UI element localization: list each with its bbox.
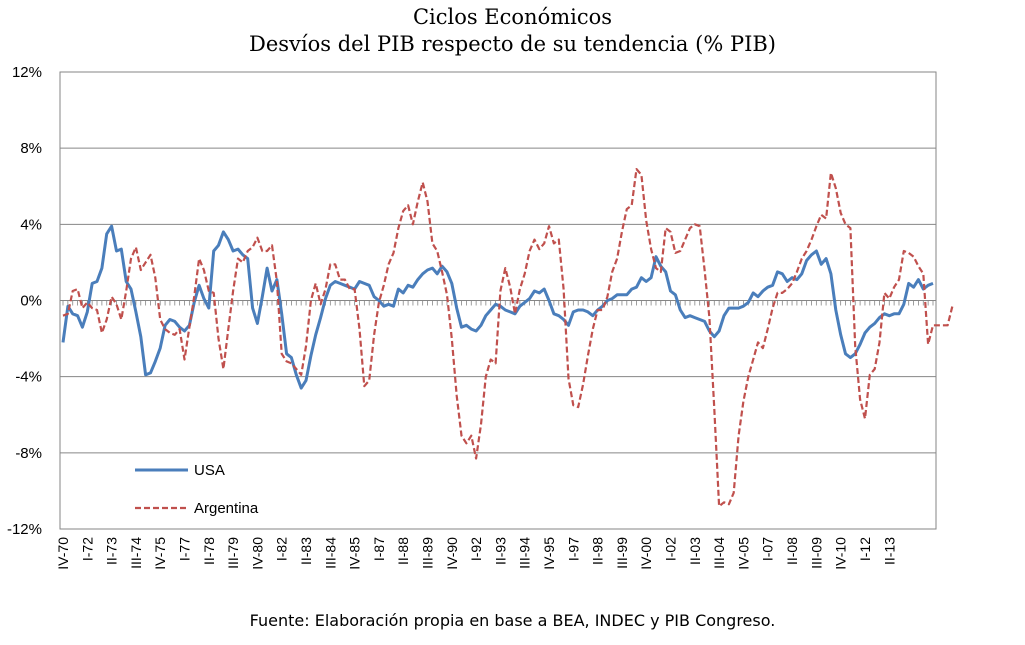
x-tick-label: II-03: [687, 537, 703, 565]
x-tick-label: III-04: [711, 537, 727, 569]
y-tick-label: 4%: [20, 216, 42, 233]
x-tick-label: II-08: [784, 537, 800, 565]
series-lines: [61, 168, 954, 508]
x-tick-label: IV-00: [638, 537, 654, 570]
x-tick-label: III-89: [420, 537, 436, 569]
legend-label: USA: [194, 462, 225, 479]
x-tick-label: IV-75: [152, 537, 168, 570]
x-tick-label: IV-05: [735, 537, 751, 570]
series-line-argentina: [62, 168, 954, 508]
x-tick-label: I-82: [274, 537, 290, 561]
x-tick-label: IV-70: [55, 537, 71, 570]
x-tick-label: I-12: [857, 537, 873, 561]
plot-area: [59, 71, 937, 530]
y-tick-label: 8%: [20, 140, 42, 157]
x-tick-label: IV-10: [833, 537, 849, 570]
x-tick-label: I-97: [565, 537, 581, 561]
x-tick-label: IV-80: [249, 537, 265, 570]
series-line-usa: [61, 224, 934, 390]
source-note: Fuente: Elaboración propia en base a BEA…: [249, 611, 776, 630]
x-tick-label: I-77: [177, 537, 193, 561]
y-axis: 12% 8% 4% 0% -4% -8% -12%: [7, 64, 42, 538]
y-tick-label: -4%: [15, 369, 42, 386]
x-tick-label: III-84: [322, 537, 338, 569]
x-tick-label: I-07: [760, 537, 776, 561]
legend-label: Argentina: [194, 500, 259, 517]
x-tick-label: III-99: [614, 537, 630, 569]
legend: USA Argentina: [135, 462, 259, 517]
x-tick-label: I-92: [468, 537, 484, 561]
x-tick-label: II-98: [590, 537, 606, 565]
x-tick-label: III-79: [225, 537, 241, 569]
x-tick-label: III-09: [808, 537, 824, 569]
y-tick-label: 12%: [12, 64, 42, 81]
chart-title: Ciclos Económicos: [412, 5, 613, 29]
x-tick-label: IV-95: [541, 537, 557, 570]
x-tick-label: II-83: [298, 537, 314, 565]
x-tick-label: I-72: [79, 537, 95, 561]
y-tick-label: -8%: [15, 445, 42, 462]
x-axis: IV-70 I-72 II-73 III-74 IV-75 I-77 II-78 III-79…: [55, 537, 897, 570]
x-tick-label: II-78: [201, 537, 217, 565]
y-tick-label: -12%: [7, 521, 42, 538]
y-tick-label: 0%: [20, 293, 42, 310]
x-tick-label: II-93: [492, 537, 508, 565]
x-tick-label: IV-85: [347, 537, 363, 570]
chart-subtitle: Desvíos del PIB respecto de su tendencia…: [249, 32, 776, 56]
grid-lines: [60, 71, 936, 530]
x-tick-label: II-88: [395, 537, 411, 565]
x-tick-label: II-13: [881, 537, 897, 565]
x-tick-label: II-73: [104, 537, 120, 565]
x-tick-label: III-94: [517, 537, 533, 569]
x-tick-label: I-87: [371, 537, 387, 561]
x-tick-label: I-02: [663, 537, 679, 561]
x-tick-label: III-74: [128, 537, 144, 569]
x-tick-label: IV-90: [444, 537, 460, 570]
